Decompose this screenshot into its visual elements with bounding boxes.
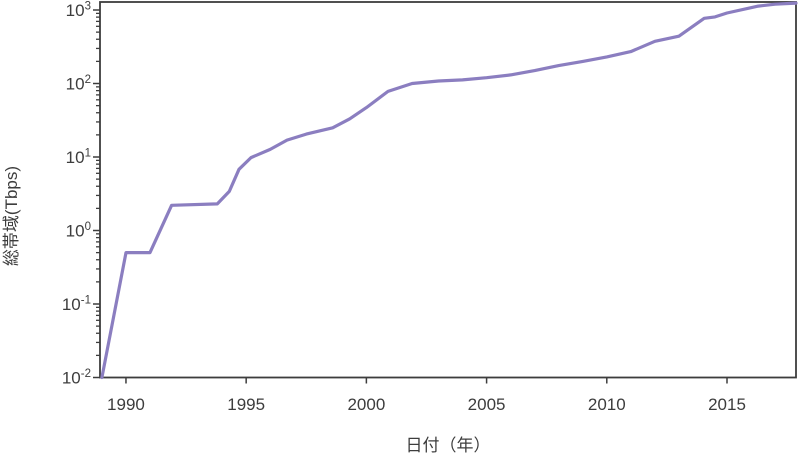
y-tick-label: 103: [66, 1, 91, 21]
series-layer: [100, 1, 798, 380]
y-axis-label: 総帯域(Tbps): [2, 166, 21, 266]
y-tick-label: 10-1: [62, 295, 91, 315]
x-tick-label: 1995: [227, 395, 265, 414]
x-axis-label: 日付（年）: [406, 436, 491, 455]
plot-frame: [99, 1, 797, 379]
x-tick-label: 2005: [468, 395, 506, 414]
y-tick-label: 100: [66, 221, 91, 241]
x-tick-label: 2000: [347, 395, 385, 414]
x-tick-label: 2015: [708, 395, 746, 414]
y-tick-label: 101: [66, 148, 91, 168]
axes-layer: 10-2 10-1 100 101 102 103 1990 1995 2000 2005 2010…: [62, 1, 797, 414]
y-tick-label: 10-2: [62, 368, 91, 388]
y-tick-label: 102: [66, 74, 91, 94]
bandwidth-line: [100, 1, 798, 380]
x-tick-label: 2010: [588, 395, 626, 414]
x-tick-label: 1990: [107, 395, 145, 414]
